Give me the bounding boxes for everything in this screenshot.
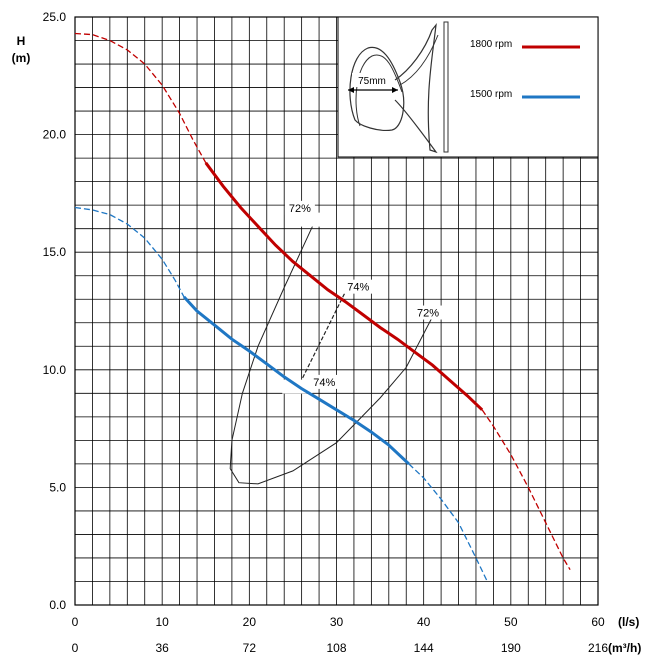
curve-1500-rpm-solid: [182, 295, 410, 465]
plot-frame: [74, 16, 599, 606]
y-tick-label: 20.0: [43, 128, 67, 142]
efficiency-label: 72%: [289, 203, 311, 215]
y-axis-label: H: [17, 34, 26, 48]
legend-label-1800-rpm: 1800 rpm: [470, 39, 512, 50]
efficiency-label: 74%: [347, 282, 369, 294]
curve-1800-rpm-solid: [204, 161, 484, 411]
x-tick-label: 10: [155, 615, 169, 629]
dimension-arrow-left: [348, 87, 354, 93]
x2-tick-label: 72: [243, 641, 257, 655]
curve-1500-rpm-dashed-start: [74, 206, 185, 298]
x-tick-label: 60: [591, 615, 605, 629]
efficiency-label-bg: [284, 200, 315, 215]
impeller-shaft: [443, 21, 449, 153]
efficiency-label: 72%: [417, 308, 439, 320]
curve-1500-rpm-dashed-end: [408, 463, 488, 582]
curve-1800-rpm-dashed-end: [481, 409, 571, 571]
x-tick-label: 50: [504, 615, 518, 629]
dimension-label-bg: [352, 73, 392, 87]
x2-tick-label: 36: [155, 641, 169, 655]
y-tick-label: 15.0: [43, 245, 67, 259]
impeller-blade: [355, 54, 403, 127]
y-axis-unit: (m): [12, 51, 31, 65]
x2-tick-label: 144: [414, 641, 434, 655]
legend-inset: 75mm 1800 rpm 1500 rpm: [337, 16, 599, 158]
efficiency-label-bg: [413, 305, 444, 320]
efficiency-label-bg: [343, 279, 374, 294]
y-tick-label: 10.0: [43, 363, 67, 377]
efficiency-label-bg: [299, 212, 330, 227]
legend-label-1500-rpm: 1500 rpm: [470, 89, 512, 100]
y-tick-label: 5.0: [49, 480, 66, 494]
x2-tick-label: 216: [588, 641, 608, 655]
x2-axis-unit: (m³/h): [608, 641, 641, 655]
impeller-vane-inner: [399, 34, 439, 86]
x-tick-label: 30: [330, 615, 344, 629]
dimension-arrow-right: [392, 87, 398, 93]
pump-curves: [74, 32, 571, 582]
axes: 0.0 5.0 10.0 15.0 20.0 25.0 0 10 20 30 40 50 60 0 36 72…: [12, 10, 642, 655]
impeller-vane: [394, 22, 438, 154]
y-tick-label: 25.0: [43, 10, 67, 24]
efficiency-label-bg: [309, 374, 340, 389]
x-axis-unit: (l/s): [618, 615, 639, 629]
y-tick-label: 0.0: [49, 598, 66, 612]
x-tick-label: 40: [417, 615, 431, 629]
efficiency-contour-72: [229, 221, 438, 485]
x-tick-label: 0: [72, 615, 79, 629]
x2-tick-label: 108: [326, 641, 346, 655]
x2-tick-label: 0: [72, 641, 79, 655]
x-tick-label: 20: [243, 615, 257, 629]
x2-tick-label: 190: [501, 641, 521, 655]
impeller-diameter-label: 75mm: [358, 76, 386, 87]
impeller-outline: [349, 46, 405, 131]
efficiency-label: 74%: [313, 377, 335, 389]
curve-1800-rpm-dashed-start: [74, 32, 207, 164]
